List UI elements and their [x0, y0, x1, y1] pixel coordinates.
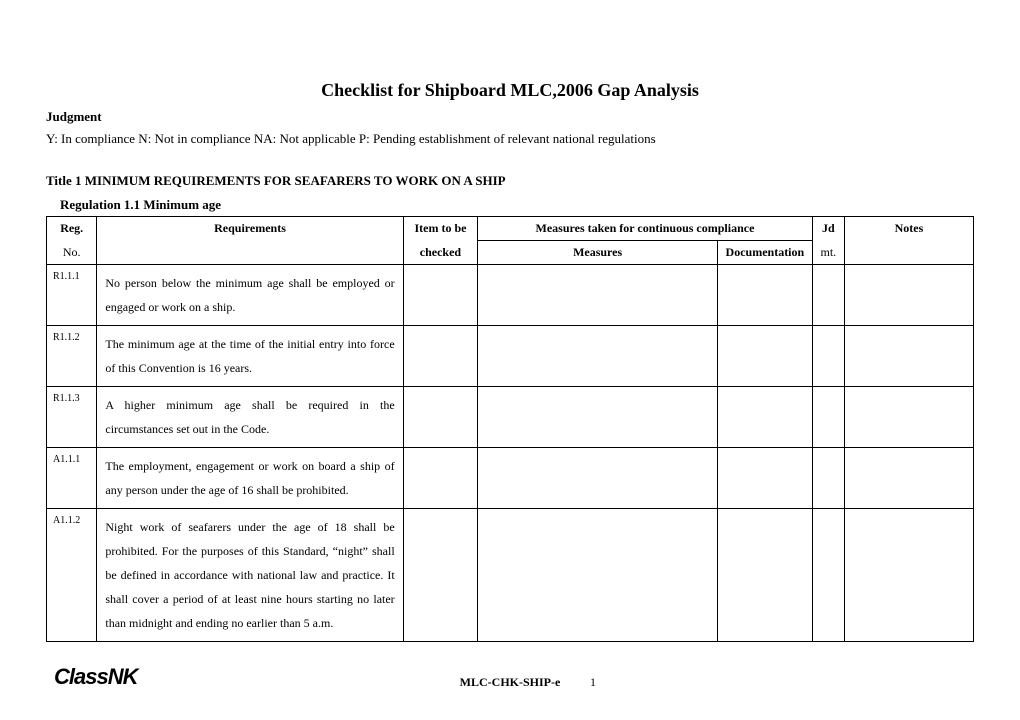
cell-reg-no: A1.1.2 [47, 509, 97, 642]
cell-notes [844, 265, 973, 326]
cell-jd [812, 509, 844, 642]
cell-requirement: No person below the minimum age shall be… [97, 265, 403, 326]
cell-measures [478, 509, 718, 642]
cell-requirement: A higher minimum age shall be required i… [97, 387, 403, 448]
header-measures-group: Measures taken for continuous compliance [478, 217, 813, 241]
cell-jd [812, 265, 844, 326]
cell-jd [812, 387, 844, 448]
cell-item [403, 326, 478, 387]
cell-reg-no: A1.1.1 [47, 448, 97, 509]
footer-code: MLC-CHK-SHIP-e [460, 675, 561, 690]
cell-jd [812, 448, 844, 509]
header-requirements: Requirements [97, 217, 403, 265]
judgment-label: Judgment [46, 109, 974, 125]
header-item-checked: checked [403, 241, 478, 265]
page-title: Checklist for Shipboard MLC,2006 Gap Ana… [46, 80, 974, 101]
footer-page: 1 [590, 675, 596, 690]
cell-documentation [718, 448, 813, 509]
cell-item [403, 448, 478, 509]
cell-documentation [718, 265, 813, 326]
table-row: A1.1.1 The employment, engagement or wor… [47, 448, 974, 509]
cell-notes [844, 509, 973, 642]
header-measures: Measures [478, 241, 718, 265]
header-documentation: Documentation [718, 241, 813, 265]
header-jd-mt: mt. [812, 241, 844, 265]
cell-documentation [718, 326, 813, 387]
header-reg: Reg. [47, 217, 97, 241]
cell-notes [844, 448, 973, 509]
footer-logo: ClassNK [54, 664, 137, 690]
cell-requirement: Night work of seafarers under the age of… [97, 509, 403, 642]
cell-measures [478, 265, 718, 326]
cell-measures [478, 326, 718, 387]
cell-item [403, 265, 478, 326]
cell-requirement: The employment, engagement or work on bo… [97, 448, 403, 509]
cell-reg-no: R1.1.2 [47, 326, 97, 387]
cell-measures [478, 387, 718, 448]
judgment-legend: Y: In compliance N: Not in compliance NA… [46, 131, 974, 147]
cell-documentation [718, 509, 813, 642]
header-item: Item to be [403, 217, 478, 241]
table-header: Reg. Requirements Item to be Measures ta… [47, 217, 974, 265]
section-title: Title 1 MINIMUM REQUIREMENTS FOR SEAFARE… [46, 173, 974, 189]
cell-jd [812, 326, 844, 387]
cell-documentation [718, 387, 813, 448]
table-row: R1.1.2 The minimum age at the time of th… [47, 326, 974, 387]
regulation-title: Regulation 1.1 Minimum age [60, 197, 974, 213]
cell-item [403, 387, 478, 448]
cell-notes [844, 387, 973, 448]
cell-reg-no: R1.1.1 [47, 265, 97, 326]
header-jd: Jd [812, 217, 844, 241]
cell-notes [844, 326, 973, 387]
header-notes: Notes [844, 217, 973, 265]
cell-reg-no: R1.1.3 [47, 387, 97, 448]
table-row: A1.1.2 Night work of seafarers under the… [47, 509, 974, 642]
header-reg-no: No. [47, 241, 97, 265]
table-row: R1.1.3 A higher minimum age shall be req… [47, 387, 974, 448]
checklist-table: Reg. Requirements Item to be Measures ta… [46, 216, 974, 642]
cell-requirement: The minimum age at the time of the initi… [97, 326, 403, 387]
cell-item [403, 509, 478, 642]
table-row: R1.1.1 No person below the minimum age s… [47, 265, 974, 326]
table-body: R1.1.1 No person below the minimum age s… [47, 265, 974, 642]
cell-measures [478, 448, 718, 509]
